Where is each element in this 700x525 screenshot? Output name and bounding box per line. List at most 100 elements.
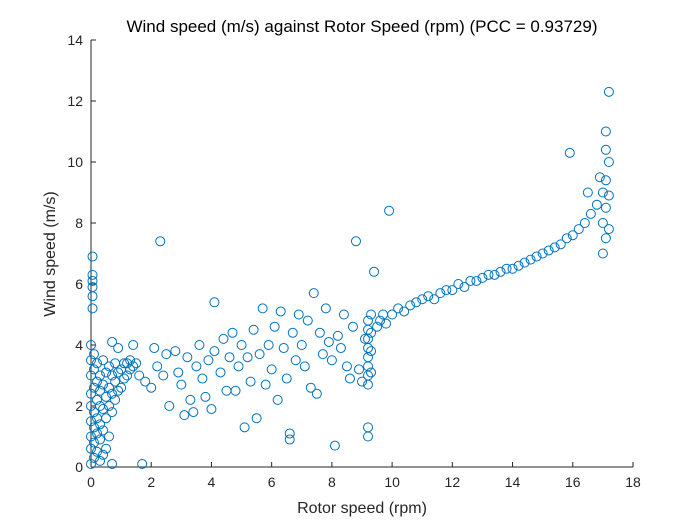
data-point — [344, 373, 355, 384]
data-point — [104, 382, 115, 393]
data-point — [87, 269, 98, 280]
y-tick-label: 10 — [67, 154, 83, 170]
data-point — [203, 355, 214, 366]
data-point — [338, 309, 349, 320]
data-point — [278, 343, 289, 354]
data-point — [230, 385, 241, 396]
data-point — [200, 391, 211, 402]
data-point — [531, 251, 542, 262]
chart-title: Wind speed (m/s) against Rotor Speed (rp… — [126, 17, 597, 36]
data-point — [87, 291, 98, 302]
data-point — [239, 422, 250, 433]
data-point — [87, 282, 98, 293]
data-points — [86, 86, 614, 469]
data-point — [128, 340, 139, 350]
data-point — [582, 187, 593, 198]
data-point — [140, 376, 151, 387]
data-point — [242, 352, 253, 363]
data-point — [353, 364, 364, 375]
data-point — [89, 364, 100, 375]
data-point — [320, 303, 331, 314]
y-axis-label: Wind speed (m/s) — [42, 191, 59, 316]
data-point — [387, 309, 398, 320]
data-point — [86, 416, 96, 427]
data-point — [513, 260, 524, 271]
data-point — [405, 300, 416, 311]
data-point — [305, 382, 316, 393]
data-point — [227, 327, 238, 338]
data-point — [89, 407, 100, 418]
data-point — [314, 327, 325, 338]
data-point — [287, 327, 298, 338]
x-axis-label: Rotor speed (rpm) — [297, 500, 427, 517]
data-point — [471, 275, 482, 286]
data-point — [92, 394, 103, 405]
data-point — [233, 361, 244, 372]
data-point — [579, 218, 590, 228]
data-point — [369, 266, 380, 277]
data-point — [209, 297, 220, 308]
y-tick-label: 6 — [75, 276, 83, 292]
data-point — [335, 343, 346, 354]
data-point — [555, 239, 566, 250]
data-point — [101, 391, 112, 402]
data-point — [363, 431, 374, 442]
data-point — [384, 205, 395, 216]
data-point — [381, 318, 392, 329]
data-point — [209, 346, 220, 357]
data-point — [191, 361, 202, 372]
data-point — [326, 355, 337, 366]
data-point — [161, 349, 172, 360]
x-tick-label: 10 — [384, 474, 400, 490]
data-point — [603, 224, 614, 235]
data-point — [269, 321, 280, 332]
data-point — [459, 282, 470, 293]
data-point — [393, 303, 404, 314]
data-point — [86, 355, 96, 366]
data-point — [98, 404, 109, 415]
data-point — [164, 401, 175, 411]
y-tick-label: 4 — [75, 337, 83, 353]
data-point — [98, 379, 109, 390]
data-point — [87, 303, 98, 314]
data-point — [95, 434, 106, 445]
data-point — [597, 248, 608, 259]
data-point — [341, 361, 352, 372]
data-point — [366, 346, 377, 357]
data-point — [95, 455, 106, 466]
data-point — [107, 336, 118, 347]
data-point — [173, 367, 184, 378]
data-point — [98, 449, 109, 460]
data-point — [573, 224, 584, 235]
y-tick-label: 14 — [67, 32, 83, 48]
data-point — [308, 288, 319, 299]
x-tick-label: 14 — [505, 474, 521, 490]
x-tick-label: 6 — [268, 474, 276, 490]
data-point — [284, 434, 295, 445]
data-point — [357, 376, 367, 387]
data-point — [447, 285, 458, 296]
data-point — [119, 373, 130, 384]
data-point — [89, 422, 100, 433]
data-point — [131, 358, 142, 369]
data-point — [296, 340, 307, 350]
data-point — [182, 352, 193, 363]
data-point — [537, 248, 548, 259]
data-point — [302, 315, 313, 326]
data-point — [350, 236, 361, 247]
data-point — [332, 330, 343, 341]
data-point — [549, 242, 560, 253]
data-point — [372, 321, 383, 332]
data-point — [107, 407, 118, 418]
data-point — [360, 333, 371, 344]
data-point — [329, 440, 340, 451]
data-point — [104, 401, 115, 411]
data-point — [86, 388, 96, 399]
data-point — [158, 370, 169, 381]
data-point — [501, 263, 512, 274]
x-tick-label: 2 — [147, 474, 155, 490]
data-point — [429, 294, 440, 305]
data-point — [107, 458, 118, 469]
data-point — [188, 407, 199, 418]
